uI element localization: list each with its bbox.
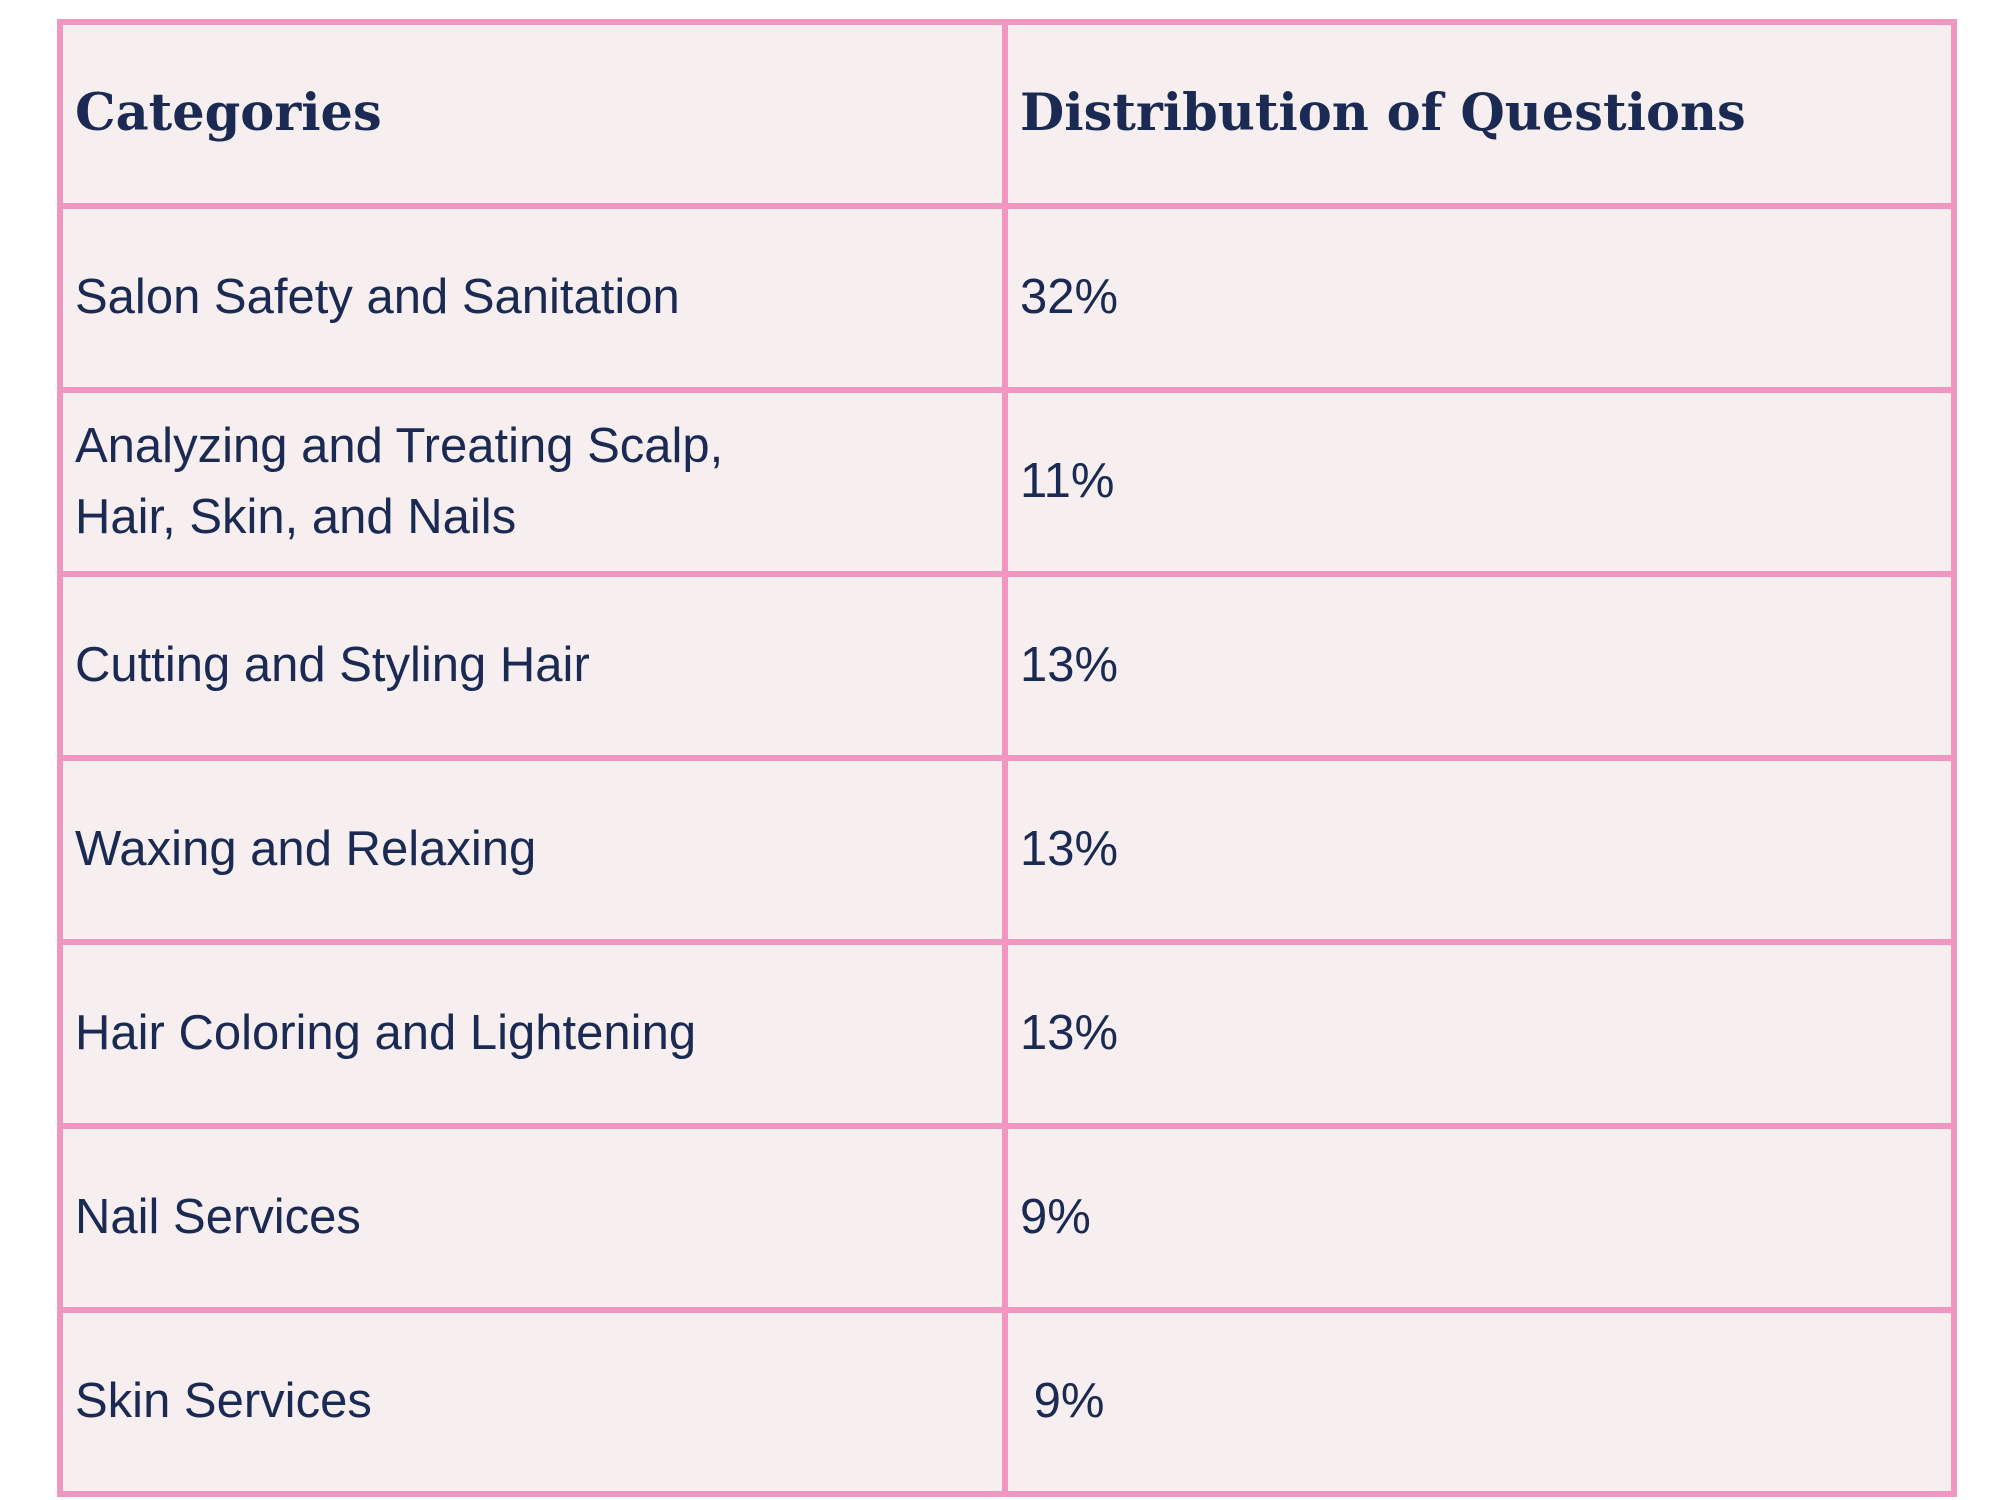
table-row: Salon Safety and Sanitation 32%: [57, 203, 1957, 393]
category-cell: Cutting and Styling Hair: [57, 571, 1008, 761]
category-cell: Skin Services: [57, 1307, 1008, 1497]
distribution-cell: 11%: [1002, 387, 1957, 577]
distribution-cell: 13%: [1002, 571, 1957, 761]
category-cell: Nail Services: [57, 1123, 1008, 1313]
table-row: Hair Coloring and Lightening 13%: [57, 939, 1957, 1129]
header-distribution: Distribution of Questions: [1002, 19, 1957, 209]
distribution-table-container: Categories Distribution of Questions Sal…: [57, 19, 1957, 1497]
table-row: Waxing and Relaxing 13%: [57, 755, 1957, 945]
distribution-cell: 9%: [1002, 1307, 1957, 1497]
category-cell: Analyzing and Treating Scalp, Hair, Skin…: [57, 387, 1008, 577]
table-row: Nail Services 9%: [57, 1123, 1957, 1313]
table-row: Cutting and Styling Hair 13%: [57, 571, 1957, 761]
distribution-cell: 9%: [1002, 1123, 1957, 1313]
table-row: Skin Services 9%: [57, 1307, 1957, 1497]
distribution-cell: 32%: [1002, 203, 1957, 393]
header-categories: Categories: [57, 19, 1008, 209]
distribution-cell: 13%: [1002, 939, 1957, 1129]
table-header-row: Categories Distribution of Questions: [57, 19, 1957, 209]
table-row: Analyzing and Treating Scalp, Hair, Skin…: [57, 387, 1957, 577]
distribution-cell: 13%: [1002, 755, 1957, 945]
category-cell: Waxing and Relaxing: [57, 755, 1008, 945]
category-cell: Hair Coloring and Lightening: [57, 939, 1008, 1129]
distribution-table: Categories Distribution of Questions Sal…: [57, 19, 1957, 1497]
category-cell: Salon Safety and Sanitation: [57, 203, 1008, 393]
